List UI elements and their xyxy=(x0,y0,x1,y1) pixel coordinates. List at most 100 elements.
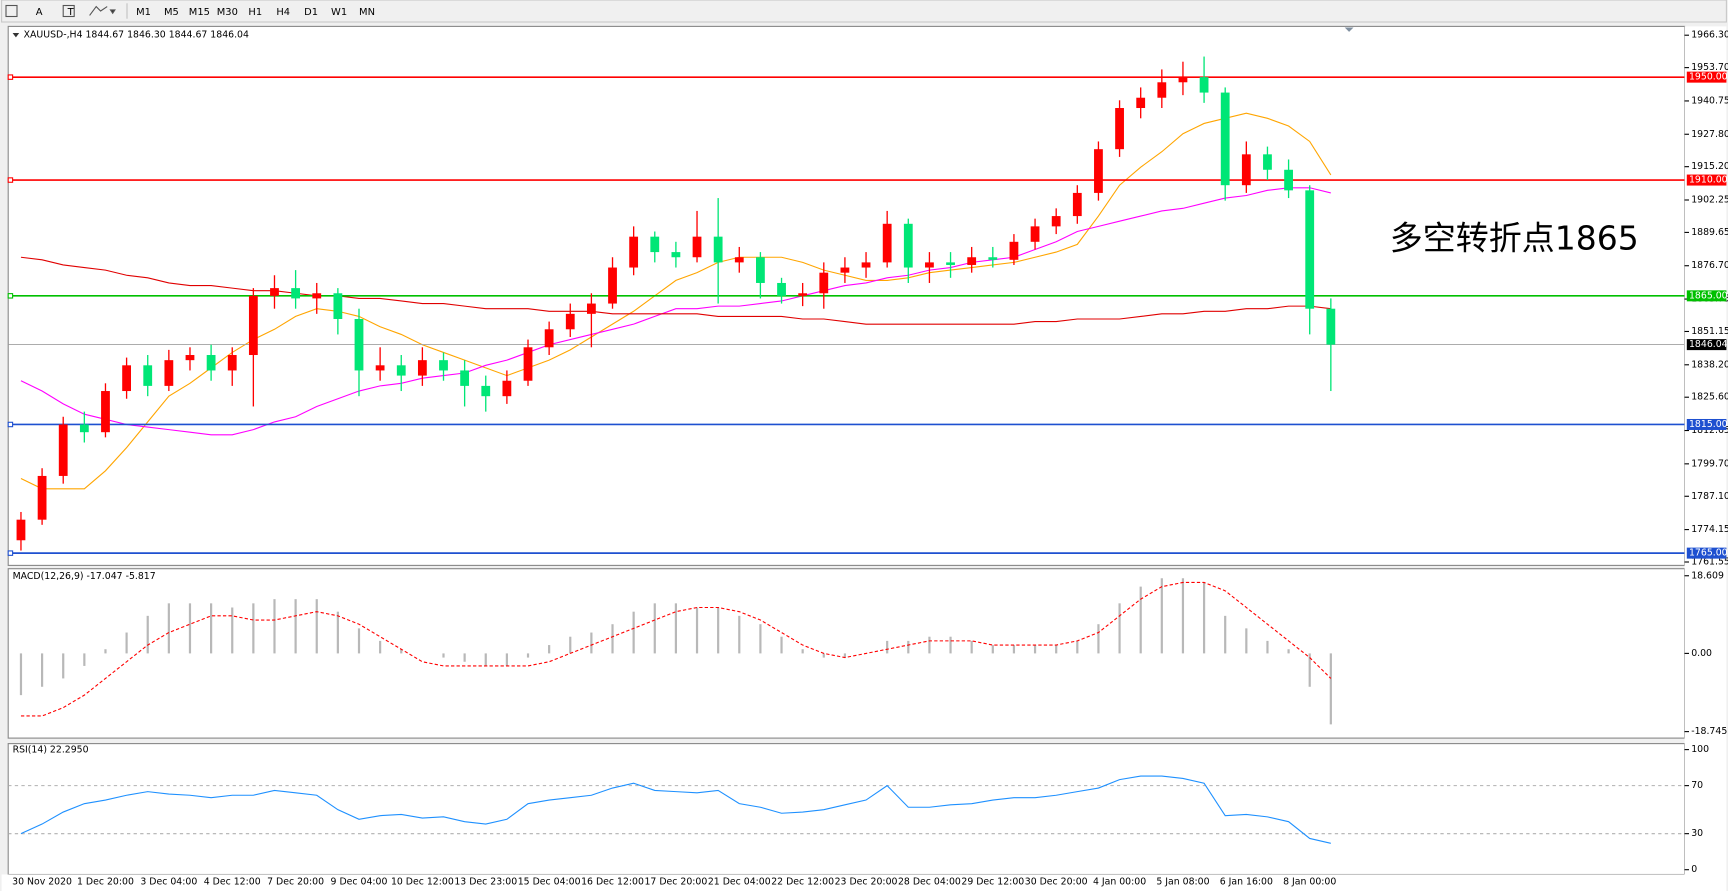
text-tool[interactable]: A xyxy=(36,7,43,18)
y-tick-label: 1966.30 xyxy=(1691,30,1728,41)
candle-body xyxy=(1115,108,1124,150)
level-handle[interactable] xyxy=(7,293,14,299)
candle-body xyxy=(629,236,639,268)
candle-body xyxy=(819,272,829,294)
candle-body xyxy=(354,318,364,371)
candle-body xyxy=(903,223,913,268)
y-tick-label: 1787.10 xyxy=(1691,491,1728,502)
timeframe-button[interactable]: M15 xyxy=(189,7,210,18)
x-tick-label: 4 Jan 00:00 xyxy=(1093,877,1146,888)
dropdown-arrow[interactable] xyxy=(109,9,116,15)
x-tick-label: 8 Jan 00:00 xyxy=(1283,877,1336,888)
timeframe-button[interactable]: W1 xyxy=(331,7,347,18)
candle-body xyxy=(1072,192,1082,217)
crosshair-tool[interactable] xyxy=(5,4,18,18)
last-price-label: 1846.04 xyxy=(1689,339,1728,350)
candle-body xyxy=(1157,82,1167,98)
candle-body xyxy=(101,391,110,433)
x-tick-label: 17 Dec 20:00 xyxy=(644,877,707,888)
timeframe-button[interactable]: MN xyxy=(359,7,375,18)
y-tick-label: 100 xyxy=(1691,744,1709,755)
timeframe-button[interactable]: H1 xyxy=(248,7,262,18)
y-tick-label: 18.609 xyxy=(1691,570,1724,581)
x-tick-label: 10 Dec 12:00 xyxy=(391,877,454,888)
timeframe-button[interactable]: H4 xyxy=(276,7,290,18)
candle-body xyxy=(185,355,195,361)
level-label: 1950.00 xyxy=(1689,72,1728,83)
candle-body xyxy=(481,385,491,397)
timeframe-button[interactable]: D1 xyxy=(304,7,318,18)
candle-body xyxy=(164,360,174,386)
candle-body xyxy=(925,262,934,268)
candle-body xyxy=(1241,154,1251,186)
y-tick-label: 1876.70 xyxy=(1691,260,1728,271)
level-handle[interactable] xyxy=(7,550,14,556)
candle-body xyxy=(312,293,322,299)
x-tick-label: 3 Dec 04:00 xyxy=(140,877,197,888)
objects-tool[interactable] xyxy=(89,5,108,16)
candle-body xyxy=(1220,92,1230,186)
annotation: 多空转折点1865 xyxy=(1390,218,1639,257)
candle-body xyxy=(777,282,786,296)
y-tick-label: 1902.25 xyxy=(1691,194,1728,205)
candle-body xyxy=(840,267,850,273)
y-tick-label: 30 xyxy=(1691,828,1703,839)
x-tick-label: 23 Dec 20:00 xyxy=(835,877,898,888)
y-tick-label: 0.00 xyxy=(1691,648,1712,659)
candle-body xyxy=(58,424,68,476)
candle-body xyxy=(798,293,808,296)
x-tick-label: 30 Nov 2020 xyxy=(12,877,72,888)
candle-body xyxy=(650,236,660,253)
timeframe-buttons: M1 M5 M15 M30 H1 H4 D1 W1 MN xyxy=(136,7,375,18)
candle-body xyxy=(1094,149,1103,193)
candle-body xyxy=(608,267,617,304)
candle-body xyxy=(143,365,153,386)
x-tick-label: 1 Dec 20:00 xyxy=(77,877,134,888)
candle-body xyxy=(248,295,258,356)
candle-body xyxy=(756,257,765,283)
toolbar xyxy=(1,0,1727,23)
macd-signal xyxy=(20,581,1332,717)
level-label: 1815.00 xyxy=(1689,419,1728,430)
x-tick-label: 22 Dec 12:00 xyxy=(771,877,834,888)
timeframe-button[interactable]: M5 xyxy=(164,7,179,18)
candle-body xyxy=(396,365,406,376)
rsi-line xyxy=(20,775,1331,844)
candle-body xyxy=(946,262,955,265)
x-tick-label: 7 Dec 20:00 xyxy=(267,877,324,888)
x-tick-label: 9 Dec 04:00 xyxy=(331,877,388,888)
level-label-bg xyxy=(1686,290,1727,302)
x-tick-label: 29 Dec 12:00 xyxy=(961,877,1024,888)
x-tick-label: 13 Dec 23:00 xyxy=(454,877,517,888)
timeframe-button[interactable]: M30 xyxy=(217,7,238,18)
x-tick-label: 16 Dec 12:00 xyxy=(581,877,644,888)
level-handle[interactable] xyxy=(7,74,14,80)
shift-marker xyxy=(1344,27,1354,32)
text-label-letter: T xyxy=(67,7,75,18)
text-label-tool[interactable] xyxy=(62,4,75,18)
level-handle[interactable] xyxy=(7,421,14,428)
y-tick-label: 1825.60 xyxy=(1691,392,1728,403)
time-axis xyxy=(1,874,1727,891)
candle-body xyxy=(1284,169,1293,191)
timeframe-button[interactable]: M1 xyxy=(136,7,151,18)
candle-body xyxy=(206,355,216,371)
candle-body xyxy=(882,223,892,263)
x-tick-label: 6 Jan 16:00 xyxy=(1220,877,1273,888)
candle-body xyxy=(375,365,385,371)
y-tick-label: 1940.75 xyxy=(1691,95,1728,106)
level-label-bg xyxy=(1686,71,1727,83)
y-tick-label: 70 xyxy=(1691,780,1703,791)
y-tick-label: 1889.65 xyxy=(1691,227,1728,238)
y-tick-label: 1851.15 xyxy=(1691,326,1728,337)
level-handle[interactable] xyxy=(7,177,14,183)
symbol-menu-arrow[interactable] xyxy=(12,33,20,38)
candle-body xyxy=(734,257,744,263)
y-tick-label: 1812.65 xyxy=(1691,425,1728,436)
y-tick-label: -18.745 xyxy=(1691,726,1727,737)
y-tick-label: 1838.20 xyxy=(1691,359,1728,370)
moving-average xyxy=(20,112,1332,490)
candle-body xyxy=(1136,97,1146,109)
x-tick-label: 5 Jan 08:00 xyxy=(1156,877,1209,888)
